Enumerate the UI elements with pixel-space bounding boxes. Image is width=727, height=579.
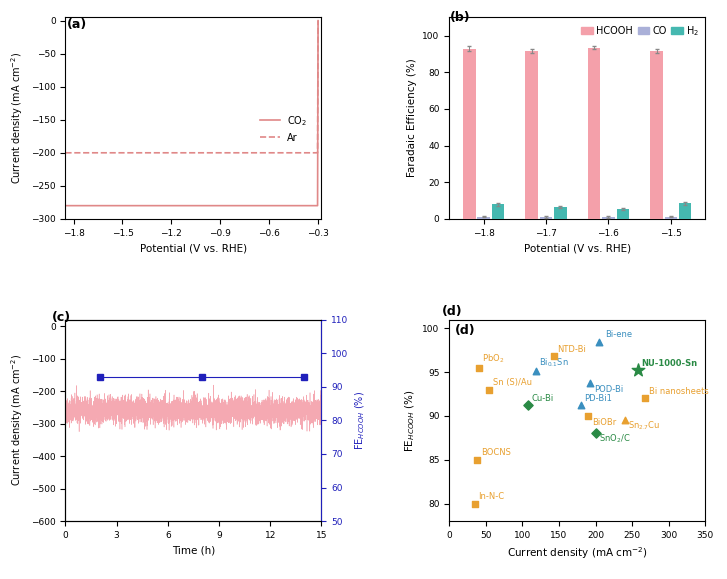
Point: [575, 401, 587, 410]
Text: BiOBr: BiOBr: [592, 419, 616, 427]
Text: Cu-Bi: Cu-Bi: [532, 394, 554, 403]
Bar: [588, 47, 601, 219]
X-axis label: Current density (mA cm$^{-2}$): Current density (mA cm$^{-2}$): [507, 545, 648, 561]
Text: PbO$_2$: PbO$_2$: [482, 353, 505, 365]
Point: [530, 367, 542, 376]
Point: [582, 411, 594, 420]
Point: [483, 385, 495, 394]
Point: [632, 366, 643, 375]
Text: NU-1000-Sn: NU-1000-Sn: [642, 359, 698, 368]
Point: [469, 499, 481, 508]
Point: [590, 429, 601, 438]
Text: SnO$_2$/C: SnO$_2$/C: [599, 433, 631, 445]
Text: (c): (c): [52, 310, 71, 324]
Bar: [602, 217, 615, 219]
Text: NTD-Bi: NTD-Bi: [558, 345, 587, 354]
Text: Bi nanosheets: Bi nanosheets: [649, 387, 709, 396]
Bar: [526, 52, 538, 219]
Text: In-N-C: In-N-C: [478, 492, 505, 501]
Text: BOCNS: BOCNS: [481, 448, 510, 457]
Bar: [554, 207, 566, 219]
X-axis label: Time (h): Time (h): [172, 545, 215, 555]
Bar: [679, 203, 691, 219]
Point: [523, 401, 534, 410]
X-axis label: Potential (V vs. RHE): Potential (V vs. RHE): [140, 243, 247, 253]
Point: [619, 416, 630, 425]
Text: Bi$_{0.1}$Sn: Bi$_{0.1}$Sn: [539, 356, 569, 369]
Y-axis label: FE$_{HCOOH}$ (%): FE$_{HCOOH}$ (%): [403, 389, 417, 452]
Point: [585, 378, 596, 387]
Bar: [491, 204, 505, 219]
Y-axis label: Faradaic Efficiency (%): Faradaic Efficiency (%): [407, 58, 417, 178]
Y-axis label: Current density (mA cm$^{-2}$): Current density (mA cm$^{-2}$): [9, 52, 25, 184]
Point: [640, 394, 651, 403]
Legend: HCOOH, CO, H$_2$: HCOOH, CO, H$_2$: [577, 20, 703, 42]
X-axis label: Potential (V vs. RHE): Potential (V vs. RHE): [523, 243, 631, 253]
Bar: [478, 217, 490, 219]
Bar: [616, 209, 629, 219]
Bar: [463, 49, 475, 219]
Y-axis label: Current density (mA cm$^{-2}$): Current density (mA cm$^{-2}$): [9, 354, 25, 486]
Point: [473, 363, 484, 372]
Y-axis label: FE$_{HCOOH}$ (%): FE$_{HCOOH}$ (%): [354, 391, 367, 450]
Bar: [539, 217, 553, 219]
Point: [593, 337, 605, 346]
Text: (d): (d): [454, 324, 475, 336]
Text: PD-Bi1: PD-Bi1: [585, 394, 612, 403]
Legend: CO$_2$, Ar: CO$_2$, Ar: [256, 110, 311, 146]
Text: Sn (S)/Au: Sn (S)/Au: [493, 378, 532, 387]
Text: (a): (a): [67, 19, 87, 31]
Point: [548, 352, 560, 361]
Bar: [664, 217, 677, 219]
Text: Bi-ene: Bi-ene: [605, 330, 632, 339]
Text: Sn$_{2.7}$Cu: Sn$_{2.7}$Cu: [628, 419, 661, 432]
Text: (b): (b): [450, 11, 470, 24]
Bar: [650, 52, 663, 219]
Point: [471, 455, 483, 464]
Text: POD-Bi: POD-Bi: [594, 385, 623, 394]
Text: (d): (d): [442, 305, 462, 318]
